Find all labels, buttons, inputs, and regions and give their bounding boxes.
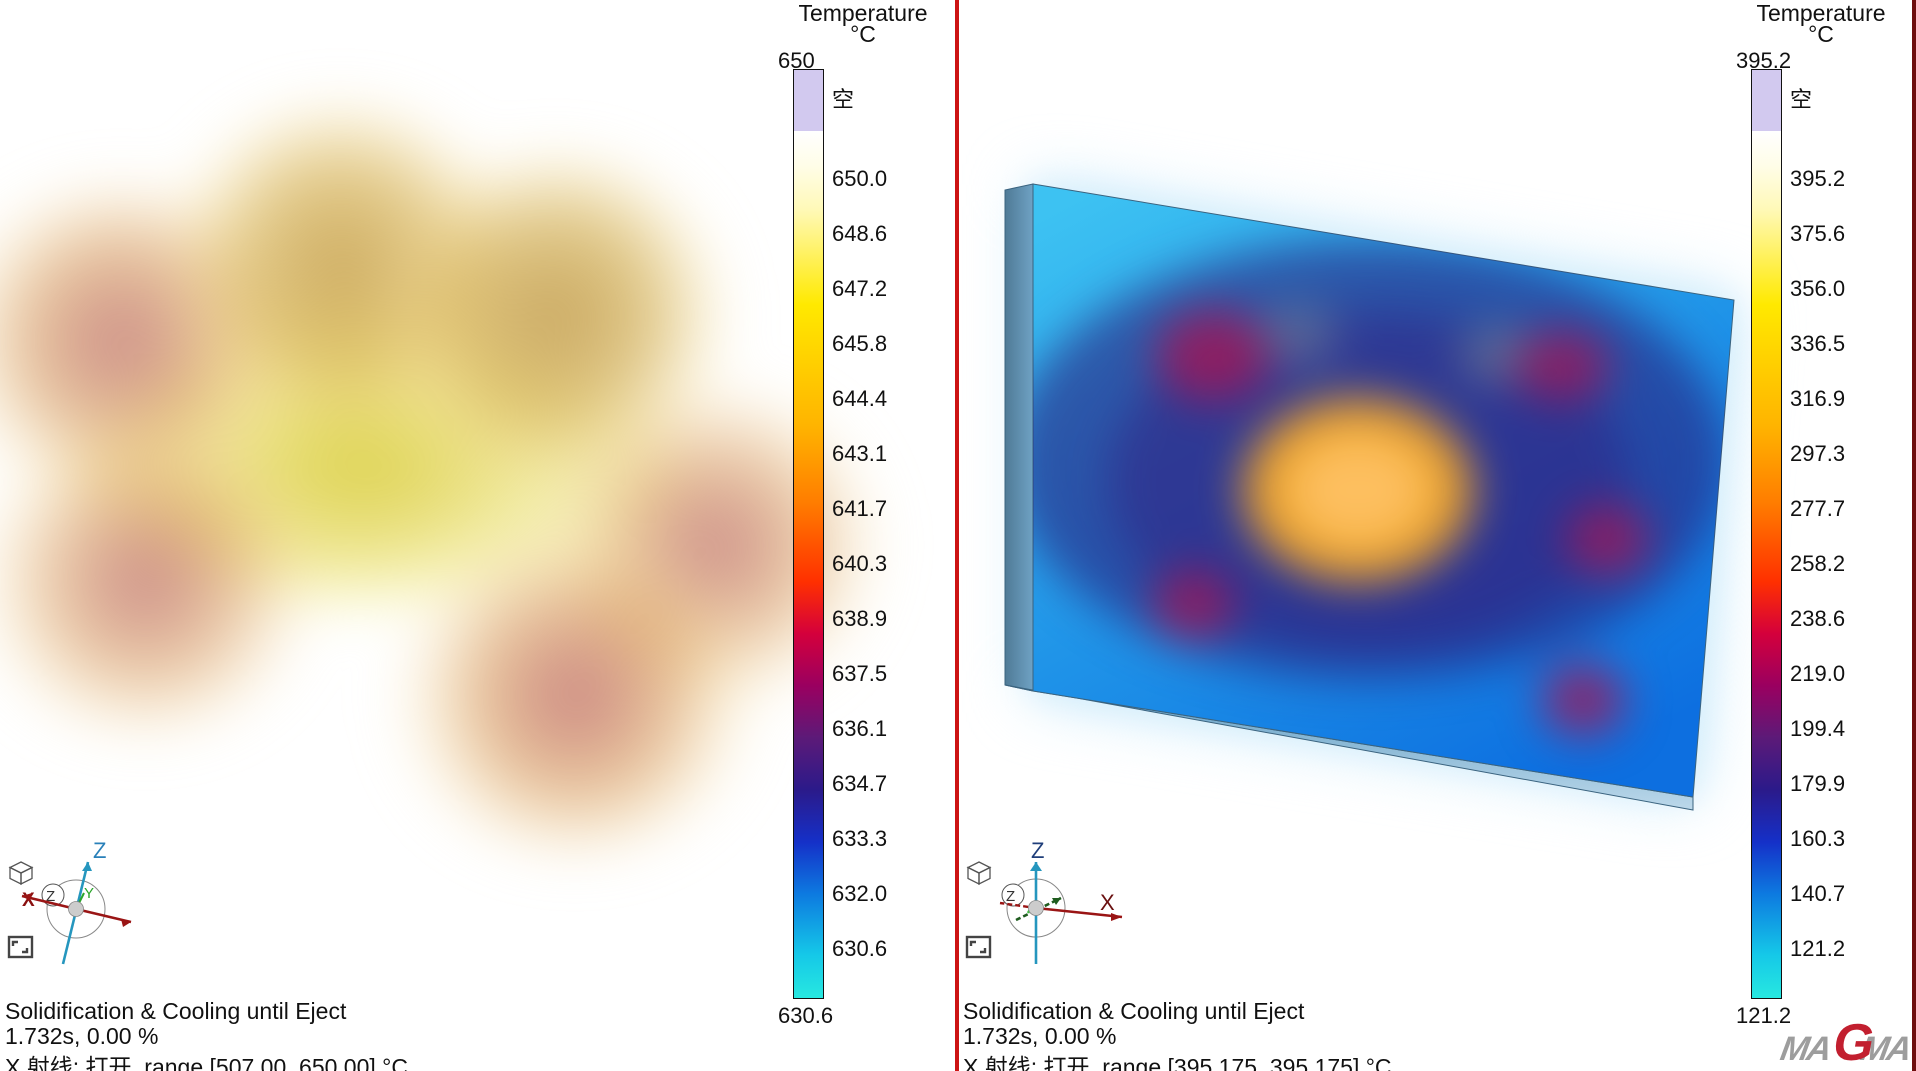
svg-text:Z: Z xyxy=(1006,888,1015,905)
svg-text:X: X xyxy=(22,890,35,911)
svg-text:X: X xyxy=(1100,890,1115,915)
svg-text:Z: Z xyxy=(1031,840,1044,863)
svg-text:Z: Z xyxy=(93,840,106,863)
svg-text:Y: Y xyxy=(84,885,94,902)
svg-text:MA: MA xyxy=(1778,1030,1834,1068)
